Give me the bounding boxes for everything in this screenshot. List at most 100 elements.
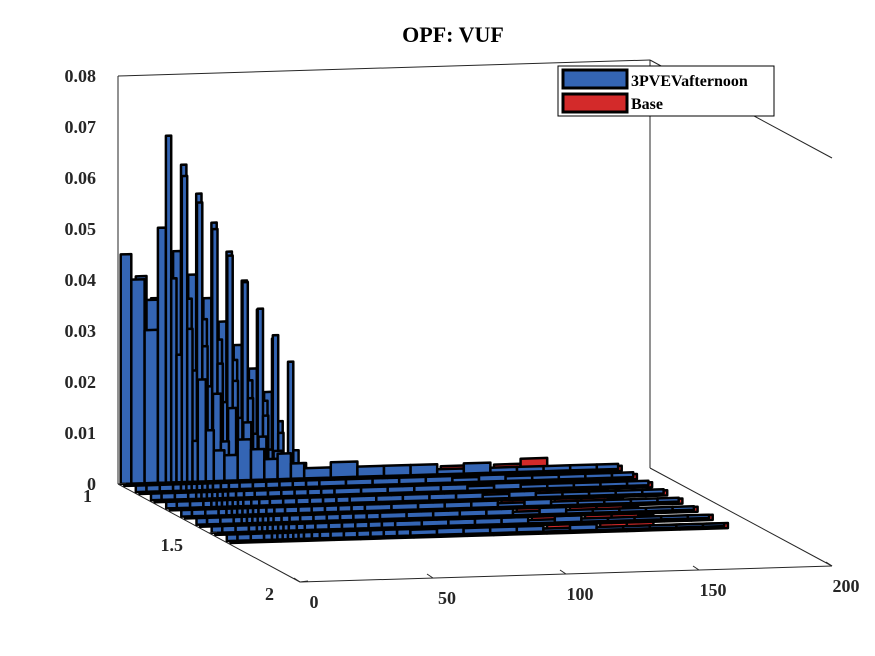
series-0-segment-27 <box>561 490 591 498</box>
x-tick-mark <box>692 565 700 571</box>
series-0-segment-27 <box>515 464 545 474</box>
series-0-segment-27 <box>591 507 621 515</box>
series-0-segment-30 <box>671 504 696 512</box>
y-tick-label: 1.5 <box>161 535 184 555</box>
axis-line-1 <box>117 59 651 77</box>
x-tick-label: 150 <box>700 580 727 600</box>
series-0-segment-27 <box>606 515 636 523</box>
series-0-segment-24 <box>496 501 526 509</box>
series-0-segment-26 <box>534 491 564 499</box>
series-0-segment-30 <box>686 513 711 520</box>
y-tick-mark <box>117 482 127 485</box>
chart-title: OPF: VUF <box>402 22 504 47</box>
y-tick-mark <box>208 531 218 534</box>
series-0-segment-27 <box>576 498 606 506</box>
series-0-segment-27 <box>546 481 576 490</box>
series-0-segment-29 <box>584 471 614 480</box>
x-tick-mark <box>293 577 301 583</box>
series-0-segment-24 <box>511 509 541 517</box>
series-0-segment-29 <box>599 480 629 488</box>
series-0-segment-8 <box>185 327 194 484</box>
series-0-segment-26 <box>519 482 549 491</box>
series-0-segment-29 <box>644 505 674 513</box>
tick-labels: 0 0.01 0.02 0.03 0.04 0.05 0.06 0.07 0.08 0 50 100 1… <box>65 66 860 612</box>
y-tick-mark <box>299 580 309 583</box>
series-0-segment-29 <box>629 497 659 505</box>
series-0-segment-28 <box>557 472 587 481</box>
x-tick-mark <box>825 561 833 567</box>
z-tick-label: 0.01 <box>65 423 97 443</box>
legend-swatch-Base <box>561 92 629 114</box>
series-0-segment-29 <box>675 522 705 529</box>
series-0-segment-15 <box>249 447 266 482</box>
series-0-segment-28 <box>648 523 678 530</box>
series-0-segment-29 <box>568 463 599 472</box>
legend-label-3PVEVafternoon: 3PVEVafternoon <box>631 73 748 90</box>
series-0-segment-30 <box>701 521 726 529</box>
axis-line-6 <box>649 467 833 567</box>
series-0-segment-24 <box>526 518 557 525</box>
legend-swatch-3PVEVafternoon <box>561 68 629 90</box>
z-tick-label: 0.06 <box>65 168 97 188</box>
series-0-segment-29 <box>659 514 690 521</box>
series-0-segment-24 <box>451 475 481 484</box>
series-0-segment-25 <box>462 461 492 475</box>
z-tick-label: 0.02 <box>65 372 97 392</box>
series-0-segment-29 <box>614 488 644 497</box>
series-0-segment-26 <box>564 508 595 515</box>
series-0-segment-17 <box>276 452 293 481</box>
x-tick-label: 0 <box>310 592 319 612</box>
series-0-segment-7 <box>180 174 189 484</box>
series-0-segment-30 <box>625 479 650 488</box>
series-0-segment-0 <box>119 252 133 486</box>
x-tick-mark <box>426 573 434 579</box>
series-0-segment-20 <box>329 460 359 479</box>
series-0-segment-19 <box>302 466 333 480</box>
series-0-segment-30 <box>610 471 635 480</box>
series-0-segment-27 <box>530 473 561 482</box>
x-tick-label: 100 <box>567 584 594 604</box>
series-0-segment-10 <box>196 378 208 483</box>
series-0-segment-11 <box>204 428 216 483</box>
series-0-segment-5 <box>169 276 178 484</box>
series-0-segment-14 <box>236 437 253 482</box>
series-0-segment-28 <box>603 497 633 506</box>
legend: 3PVEVafternoon Base <box>557 65 775 117</box>
y-tick-label: 2 <box>265 584 274 604</box>
z-tick-label: 0.05 <box>65 219 97 239</box>
series-0-segment-16 <box>263 457 279 481</box>
x-tick-label: 200 <box>833 576 860 596</box>
series-0-segment-27 <box>621 524 652 531</box>
series-0-segment-18 <box>289 461 306 481</box>
series-0-segment-30 <box>595 462 620 471</box>
series-0-segment-30 <box>641 488 665 496</box>
series-0-segment-24 <box>435 467 466 476</box>
series-0-segment-24 <box>481 492 511 501</box>
series-0-segment-1 <box>130 277 146 485</box>
series-0-segment-26 <box>595 524 625 532</box>
series-0-segment-28 <box>587 489 617 497</box>
x-tick-label: 50 <box>438 588 456 608</box>
series-0-segment-24 <box>466 484 496 492</box>
series-0-segment-21 <box>356 464 386 479</box>
legend-label-Base: Base <box>631 96 663 113</box>
z-tick-label: 0.07 <box>65 117 97 137</box>
series-0-segment-12 <box>212 448 226 483</box>
z-tick-label: 0.03 <box>65 321 97 341</box>
series-0-segment-26 <box>489 465 519 475</box>
series-0-segment-30 <box>656 496 680 504</box>
data-layer <box>119 134 730 545</box>
series-0-segment-24 <box>542 526 572 533</box>
series-0-segment-23 <box>409 462 439 477</box>
z-tick-label: 0.04 <box>65 270 97 290</box>
series-0-segment-4 <box>164 134 173 484</box>
z-tick-label: 0 <box>87 474 96 494</box>
y-tick-label: 1 <box>83 486 92 506</box>
series-0-segment-28 <box>572 480 602 489</box>
z-tick-label: 0.08 <box>65 66 97 86</box>
series-0-segment-28 <box>633 514 663 522</box>
series-0-segment-26 <box>580 516 610 524</box>
series-0-segment-26 <box>504 474 534 483</box>
series-0-segment-13 <box>223 453 239 483</box>
